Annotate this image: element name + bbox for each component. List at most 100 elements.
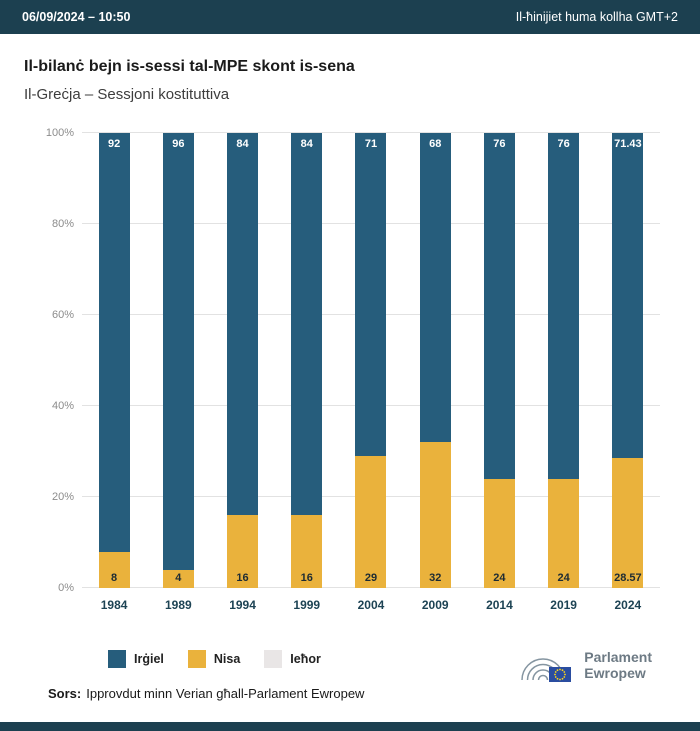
x-axis-label-1984: 1984 xyxy=(100,598,128,612)
x-axis-label-2014: 2014 xyxy=(486,598,513,612)
y-axis-tick: 80% xyxy=(51,218,74,230)
main-content: Il-bilanċ bejn is-sessi tal-MPE skont is… xyxy=(0,34,700,701)
stacked-bar-2024[interactable]: 71.43 28.57 xyxy=(612,133,644,588)
segment-nisa[interactable] xyxy=(483,478,515,588)
bar-value-nisa: 24 xyxy=(493,572,506,584)
stacked-bar-chart: 0% 20% 40% 60% 80% 100% 92 8 96 4 84 16 84 16 71 29 68 32… xyxy=(32,127,666,612)
segment-nisa[interactable] xyxy=(98,551,130,588)
bar-value-nisa: 24 xyxy=(557,572,570,584)
bar-column-2024: 71.43 28.57 xyxy=(596,133,660,588)
segment-nisa[interactable] xyxy=(612,458,644,588)
bar-value-nisa: 8 xyxy=(111,572,118,584)
hemicycle-eu-flag-icon xyxy=(521,658,572,682)
source-label: Sors: xyxy=(48,686,82,701)
stacked-bar-1999[interactable]: 84 16 xyxy=(291,133,323,588)
segment-irgiel[interactable] xyxy=(162,133,194,570)
segment-irgiel[interactable] xyxy=(548,133,580,479)
chart-legend: Irġiel Nisa Ieħor xyxy=(108,650,652,668)
legend-label: Nisa xyxy=(213,652,241,666)
x-axis-label-1999: 1999 xyxy=(293,598,321,612)
bar-value-irgiel: 71.43 xyxy=(614,138,642,150)
bar-value-irgiel: 84 xyxy=(300,138,313,150)
chart-plot-area: 0% 20% 40% 60% 80% 100% 92 8 96 4 84 16 84 16 71 29 68 32… xyxy=(46,127,660,594)
bar-value-nisa: 32 xyxy=(429,572,442,584)
bar-value-irgiel: 92 xyxy=(107,138,121,150)
page-subtitle: Il-Greċja – Sessjoni kostituttiva xyxy=(24,86,230,103)
logo-line2: Ewropew xyxy=(584,665,646,681)
x-axis-label-1994: 1994 xyxy=(229,598,256,612)
parlament-ewropew-logo: Parlament Ewropew xyxy=(518,642,652,688)
legend-item-0[interactable]: Irġiel xyxy=(108,650,164,668)
bar-value-nisa: 16 xyxy=(300,572,313,584)
segment-irgiel[interactable] xyxy=(483,133,515,479)
bar-value-nisa: 28.57 xyxy=(614,572,642,584)
top-bar: 06/09/2024 – 10:50 Il-ħinijiet huma koll… xyxy=(0,0,700,34)
legend-label: Ieħor xyxy=(290,652,321,666)
bar-value-irgiel: 84 xyxy=(236,138,249,150)
bar-value-irgiel: 76 xyxy=(557,138,570,150)
legend-item-2[interactable]: Ieħor xyxy=(264,650,321,668)
legend-swatch xyxy=(187,650,206,668)
logo-text: Parlament Ewropew xyxy=(584,649,652,681)
x-axis-label-2009: 2009 xyxy=(421,598,449,612)
bottom-bar xyxy=(0,722,700,731)
bar-column-1994: 84 16 xyxy=(210,133,274,588)
stacked-bar-2009[interactable]: 68 32 xyxy=(419,133,451,588)
stacked-bar-2014[interactable]: 76 24 xyxy=(483,133,515,588)
x-axis-label-2004: 2004 xyxy=(357,598,385,612)
legend-label: Irġiel xyxy=(134,652,164,666)
stacked-bar-1989[interactable]: 96 4 xyxy=(162,133,194,588)
bar-column-1989: 96 4 xyxy=(146,133,210,588)
x-axis-label-1989: 1989 xyxy=(164,598,192,612)
gridline xyxy=(82,132,660,133)
legend-item-1[interactable]: Nisa xyxy=(187,650,241,668)
bar-column-2004: 71 29 xyxy=(339,133,403,588)
bars-container: 92 8 96 4 84 16 84 16 71 29 68 32 76 24 76 24 71.43 28.57 xyxy=(82,133,660,588)
logo-line1: Parlament xyxy=(584,649,652,665)
bar-value-irgiel: 96 xyxy=(172,138,185,150)
x-axis: 1984 1989 1994 1999 2004 2009 2014 2019 2024 xyxy=(82,598,660,612)
y-axis-tick: 100% xyxy=(45,127,74,139)
chart-footer: Irġiel Nisa Ieħor xyxy=(48,649,652,701)
segment-irgiel[interactable] xyxy=(612,133,644,459)
stacked-bar-2004[interactable]: 71 29 xyxy=(355,133,387,588)
segment-nisa[interactable] xyxy=(419,442,451,588)
legend-swatch xyxy=(108,650,126,668)
segment-irgiel[interactable] xyxy=(291,133,323,516)
bar-column-1984: 92 8 xyxy=(82,133,146,588)
y-axis-tick: 0% xyxy=(58,582,74,594)
y-axis-tick: 20% xyxy=(51,491,74,503)
legend-swatch xyxy=(264,650,283,668)
segment-irgiel[interactable] xyxy=(355,133,387,457)
bar-value-nisa: 16 xyxy=(236,572,249,584)
stacked-bar-1994[interactable]: 84 16 xyxy=(227,133,259,588)
x-axis-label-2024: 2024 xyxy=(614,598,642,612)
bar-value-irgiel: 76 xyxy=(493,138,506,150)
segment-nisa[interactable] xyxy=(162,569,194,588)
page-title: Il-bilanċ bejn is-sessi tal-MPE skont is… xyxy=(24,58,355,75)
segment-irgiel[interactable] xyxy=(419,133,451,443)
bar-value-irgiel: 71 xyxy=(364,138,378,150)
bar-value-nisa: 29 xyxy=(364,572,378,584)
bar-value-nisa: 4 xyxy=(175,572,182,584)
stacked-bar-2019[interactable]: 76 24 xyxy=(548,133,580,588)
stacked-bar-1984[interactable]: 92 8 xyxy=(98,133,130,588)
bar-column-2014: 76 24 xyxy=(467,133,531,588)
segment-irgiel[interactable] xyxy=(227,133,259,516)
segment-nisa[interactable] xyxy=(355,456,387,588)
bar-column-1999: 84 16 xyxy=(275,133,339,588)
segment-nisa[interactable] xyxy=(291,515,323,588)
y-axis-tick: 60% xyxy=(51,309,74,321)
source-note: Sors: Ipprovdut minn Verian għall-Parlame… xyxy=(48,686,652,701)
segment-nisa[interactable] xyxy=(548,478,580,588)
timezone-note: Il-ħinijiet huma kollha GMT+2 xyxy=(515,10,678,24)
bar-column-2009: 68 32 xyxy=(403,133,467,588)
segment-irgiel[interactable] xyxy=(98,133,130,552)
bar-column-2019: 76 24 xyxy=(532,133,596,588)
bar-value-irgiel: 68 xyxy=(429,138,442,150)
y-axis-tick: 40% xyxy=(51,400,74,412)
x-axis-label-2019: 2019 xyxy=(550,598,577,612)
datetime-label: 06/09/2024 – 10:50 xyxy=(22,10,131,24)
source-text: Ipprovdut minn Verian għall-Parlament Ew… xyxy=(86,686,365,701)
segment-nisa[interactable] xyxy=(227,515,259,588)
